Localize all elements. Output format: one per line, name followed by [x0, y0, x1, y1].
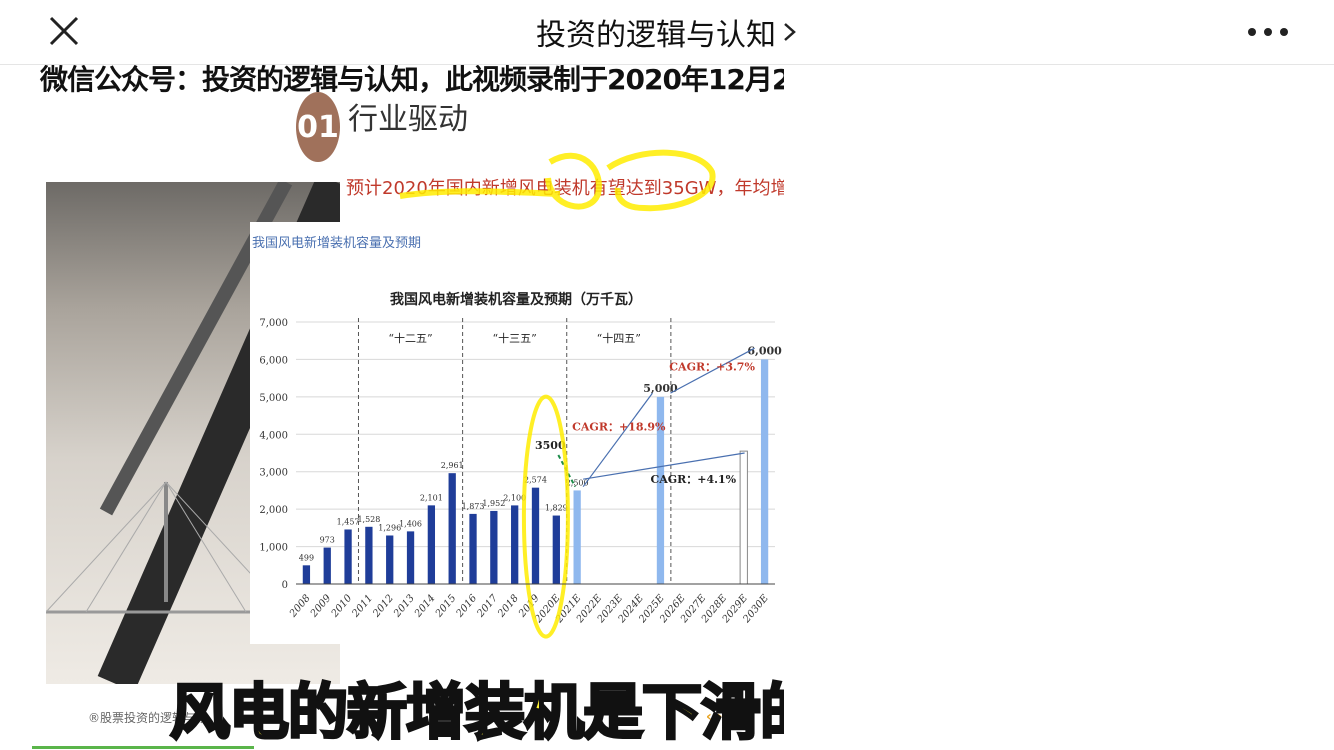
- bar-2010: [344, 529, 352, 584]
- x-tick-label: 2009: [308, 592, 334, 620]
- bar-2017: [490, 510, 498, 584]
- annotation-3500: 3500: [535, 439, 566, 452]
- bar-2018: [511, 505, 519, 584]
- period-label: “十四五”: [597, 331, 641, 345]
- highlight-scribble: [399, 149, 716, 212]
- cagr-arrow-3: [583, 452, 745, 480]
- source-text: ®股票投资的逻辑与认: [88, 711, 209, 725]
- x-tick-label: 2014: [412, 593, 437, 620]
- page-title: 投资的逻辑与认知: [536, 18, 776, 53]
- video-subtitle: 风电的新增装机是下滑的: [169, 677, 785, 750]
- chart-panel: 我国风电新增装机容量及预期（万千瓦） 0 1,000 2,000 3,000 4,000 5…: [250, 222, 782, 644]
- bar-value-label: 1,873: [462, 502, 485, 511]
- close-icon: [49, 16, 79, 46]
- bar-value-label: 499: [299, 553, 314, 562]
- bar-2014: [427, 505, 436, 584]
- y-tick-label: 6,000: [259, 355, 288, 366]
- x-tick-label: 2016: [454, 592, 480, 620]
- bar-2020E: [552, 515, 560, 584]
- bar-value-label: 5,000: [643, 382, 678, 395]
- y-tick-label: 4,000: [259, 430, 288, 441]
- y-tick-label: 2,000: [259, 505, 288, 516]
- y-tick-label: 0: [282, 580, 288, 591]
- bar-2025E: [656, 396, 665, 584]
- progress-bar[interactable]: [32, 746, 254, 749]
- bar-value-label: 1,457: [337, 517, 360, 526]
- x-tick-label: 2013: [391, 593, 416, 620]
- bar-2013: [406, 531, 415, 584]
- chart-title: 我国风电新增装机容量及预期（万千瓦）: [390, 291, 642, 308]
- y-tick-label: 3,000: [259, 468, 288, 479]
- bar-value-label: 2,500: [566, 478, 589, 487]
- bar-value-label: 1,406: [399, 519, 422, 528]
- bar-2029E: [739, 450, 748, 585]
- bar-2019: [531, 487, 540, 584]
- x-tick-label: 2012: [371, 593, 396, 620]
- bar-2012: [386, 535, 394, 584]
- bar-2011: [365, 526, 373, 584]
- account-title-link[interactable]: 投资的逻辑与认知: [536, 10, 798, 54]
- x-tick-label: 2011: [350, 593, 375, 620]
- x-tick-label: 2015: [433, 593, 458, 620]
- x-tick-label: 2008: [287, 593, 312, 620]
- x-tick-label: 2010: [329, 592, 355, 620]
- watermark-text: 微信公众号：投资的逻辑与认知，此视频录制于2020年12月20日: [40, 64, 784, 96]
- bar-value-label: 2,101: [420, 493, 443, 502]
- bar-value-label: 1,528: [357, 515, 380, 524]
- bar-value-label: 2,100: [503, 493, 526, 502]
- bar-value-label: 6,000: [747, 344, 782, 357]
- y-tick-label: 7,000: [259, 318, 288, 329]
- bar-value-label: 973: [320, 536, 335, 545]
- bar-2030E: [760, 359, 769, 584]
- cagr-arrow-2: [670, 347, 755, 394]
- bar-chart: 我国风电新增装机容量及预期（万千瓦） 0 1,000 2,000 3,000 4,000 5…: [259, 291, 782, 639]
- bar-value-label: 2,961: [441, 461, 464, 470]
- y-tick-label: 1,000: [259, 543, 288, 554]
- bar-value-label: 2,574: [524, 476, 547, 485]
- section-title: 行业驱动: [348, 102, 468, 137]
- bar-2016: [469, 513, 477, 584]
- bar-value-label: 1,296: [378, 523, 401, 532]
- close-button[interactable]: [44, 12, 84, 52]
- bar-2021E: [573, 490, 581, 584]
- section-number-badge: 01: [296, 92, 340, 162]
- x-tick-label: 2018: [496, 593, 521, 620]
- chevron-right-icon: [784, 23, 796, 41]
- more-dots-icon: [1248, 28, 1288, 36]
- period-label: “十二五”: [388, 331, 432, 345]
- top-bar: 投资的逻辑与认知: [0, 0, 1334, 65]
- bar-value-label: 1,952: [482, 499, 505, 508]
- x-tick-label: 2017: [475, 592, 501, 620]
- cagr-label-2: CAGR：+3.7%: [669, 361, 755, 374]
- video-player[interactable]: 微信公众号：投资的逻辑与认知，此视频录制于2020年12月20日 01 行业驱动…: [0, 64, 784, 750]
- y-tick-label: 5,000: [259, 393, 288, 404]
- highlight-ellipse: [521, 394, 570, 639]
- bar-2015: [448, 473, 456, 584]
- period-label: “十三五”: [493, 331, 537, 345]
- cagr-arrow-1: [582, 392, 653, 488]
- more-options-button[interactable]: [1246, 18, 1294, 46]
- cagr-label-3: CAGR：+4.1%: [650, 473, 736, 486]
- cagr-label-1: CAGR：+18.9%: [572, 421, 666, 434]
- figure-caption: 我国风电新增装机容量及预期: [252, 236, 422, 251]
- bar-2008: [302, 565, 311, 584]
- bar-value-label: 1,829: [545, 504, 568, 513]
- bar-2009: [323, 547, 331, 584]
- slide-nav-arrows[interactable]: ‹ ›: [706, 709, 723, 725]
